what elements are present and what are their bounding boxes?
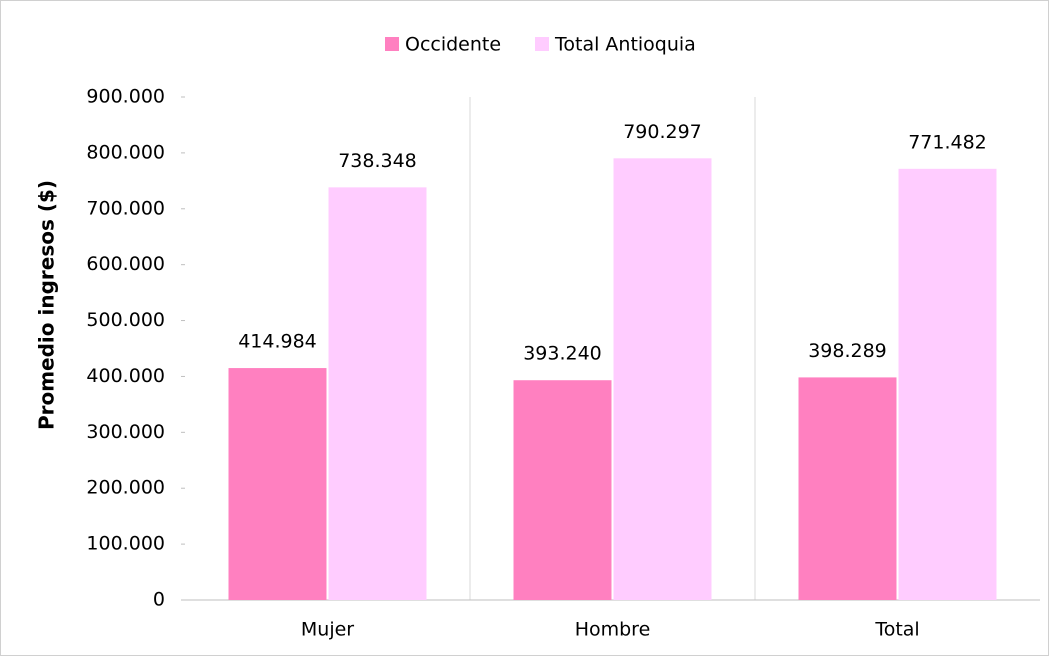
y-axis-label: Promedio ingresos ($) <box>35 180 59 430</box>
value-label: 738.348 <box>338 150 417 172</box>
bar <box>798 377 897 600</box>
bar <box>613 158 712 601</box>
y-tick-label: 400.000 <box>86 365 165 387</box>
legend-label: Occidente <box>405 34 501 56</box>
legend-label: Total Antioquia <box>554 34 696 56</box>
legend-swatch <box>385 37 399 51</box>
y-tick-label: 300.000 <box>86 421 165 443</box>
value-label: 393.240 <box>523 343 602 365</box>
y-tick-label: 700.000 <box>86 197 165 219</box>
y-tick-label: 600.000 <box>86 253 165 275</box>
value-label: 414.984 <box>238 331 317 353</box>
bar <box>228 368 327 600</box>
bar <box>328 187 427 600</box>
y-tick-label: 0 <box>153 589 165 611</box>
bar <box>513 380 612 600</box>
x-tick-label: Mujer <box>301 619 354 641</box>
y-tick-label: 200.000 <box>86 477 165 499</box>
value-label: 790.297 <box>623 121 702 143</box>
value-label: 398.289 <box>808 340 887 362</box>
x-tick-label: Hombre <box>575 619 651 641</box>
y-tick-label: 800.000 <box>86 141 165 163</box>
y-tick-label: 900.000 <box>86 86 165 108</box>
y-tick-label: 100.000 <box>86 533 165 555</box>
y-tick-label: 500.000 <box>86 309 165 331</box>
x-tick-label: Total <box>874 619 919 641</box>
legend-swatch <box>535 37 549 51</box>
bar <box>898 168 997 601</box>
value-label: 771.482 <box>908 131 987 153</box>
